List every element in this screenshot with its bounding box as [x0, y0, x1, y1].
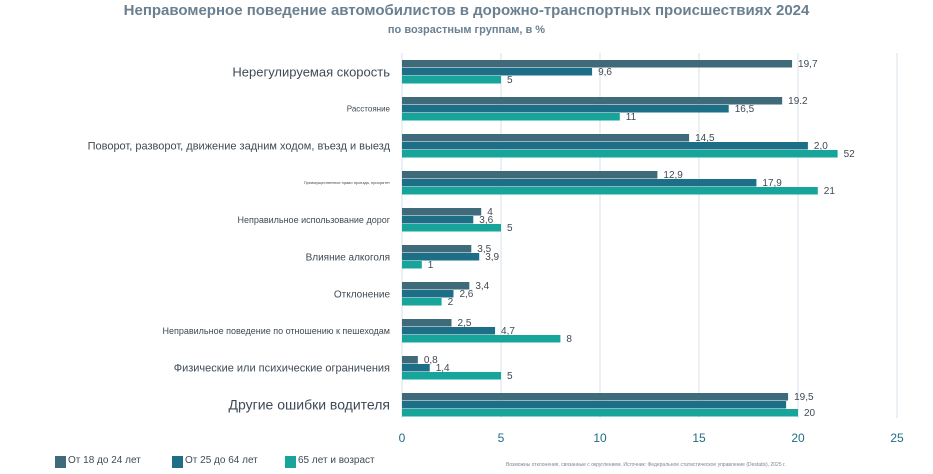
bar	[402, 142, 808, 150]
source-note: Возможны отклонения, связанные с округле…	[506, 462, 786, 468]
x-tick-label: 25	[890, 431, 904, 445]
bar	[402, 113, 620, 121]
legend-label-25-64: От 25 до 64 лет	[185, 455, 258, 466]
bar	[402, 245, 472, 253]
x-tick-label: 20	[791, 431, 805, 445]
legend-label-18-24: От 18 до 24 лет	[68, 455, 141, 466]
bar	[402, 97, 783, 105]
category-label: Неправильное использование дорог	[237, 215, 390, 225]
bar	[402, 224, 501, 232]
bar	[402, 60, 793, 68]
legend-swatch-18-24	[55, 456, 66, 468]
value-label: 12,9	[663, 170, 683, 181]
bar	[402, 68, 593, 76]
bar	[402, 356, 418, 364]
bar	[402, 327, 496, 335]
value-label: 9,6	[598, 67, 612, 78]
legend-swatch-65-plus	[285, 456, 296, 468]
chart-title: Неправомерное поведение автомобилистов в…	[123, 2, 810, 19]
category-label: Преимущественное право проезда, приорите…	[304, 180, 390, 185]
category-label: Нерегулируемая скорость	[232, 64, 390, 79]
bar	[402, 253, 480, 261]
bar	[402, 208, 482, 216]
value-label: 3,9	[485, 252, 499, 263]
category-labels: Нерегулируемая скорость Расстояние Поворот…	[88, 64, 391, 412]
bar	[402, 179, 757, 187]
bar	[402, 409, 798, 417]
value-label: 16,5	[735, 104, 755, 115]
category-label: Поворот, разворот, движение задним ходом…	[88, 141, 391, 153]
value-label: 1,4	[436, 363, 450, 374]
bar	[402, 282, 470, 290]
value-label: 5	[507, 223, 513, 234]
legend-label-65-plus: 65 лет и возраст	[298, 455, 375, 466]
x-tick-label: 0	[399, 431, 406, 445]
bars	[402, 60, 838, 417]
bar	[402, 298, 442, 306]
x-axis-ticks: 0 5 10 15 20 25	[399, 431, 904, 445]
category-label: Физические или психические ограничения	[174, 363, 390, 375]
value-label: 2,5	[458, 318, 472, 329]
bar	[402, 76, 501, 84]
bar	[402, 290, 454, 298]
category-label: Влияние алкоголя	[306, 252, 390, 263]
bar	[402, 134, 690, 142]
bar	[402, 372, 501, 380]
x-tick-label: 5	[498, 431, 505, 445]
bar	[402, 364, 430, 372]
value-labels: 19,79,6519.216,51114,52,05212,917,92143,…	[424, 59, 855, 419]
value-label: 11	[626, 112, 637, 123]
value-label: 5	[507, 75, 513, 86]
bar	[402, 319, 452, 327]
x-tick-label: 15	[692, 431, 706, 445]
value-label: 3,4	[475, 281, 489, 292]
value-label: 5	[507, 371, 513, 382]
category-label: Другие ошибки водителя	[229, 397, 390, 413]
value-label: 52	[844, 149, 856, 160]
category-label: Отклонение	[334, 289, 391, 300]
value-label: 20	[804, 408, 816, 419]
value-label: 3,6	[479, 215, 493, 226]
value-label: 2	[448, 297, 454, 308]
bar	[402, 401, 787, 409]
value-label: 2,6	[459, 289, 473, 300]
value-label: 4	[487, 207, 493, 218]
value-label: 0,8	[424, 355, 438, 366]
x-tick-label: 10	[593, 431, 607, 445]
bar	[402, 261, 422, 269]
bar	[402, 393, 789, 401]
value-label: 3,5	[477, 244, 491, 255]
bar	[402, 150, 838, 158]
value-label: 1	[428, 260, 434, 271]
value-label: 19,5	[794, 392, 814, 403]
value-label: 8	[566, 334, 572, 345]
value-label: 21	[824, 186, 836, 197]
value-label: 19.2	[788, 96, 808, 107]
value-label: 17,9	[762, 178, 782, 189]
bar	[402, 171, 658, 179]
chart-subtitle: по возрастным группам, в %	[387, 24, 546, 36]
bar	[402, 105, 729, 113]
category-label: Неправильное поведение по отношению к пе…	[162, 326, 390, 336]
category-label: Расстояние	[347, 105, 391, 114]
bar-chart: 19,79,6519.216,51114,52,05212,917,92143,…	[88, 53, 904, 445]
value-label: 19,7	[798, 59, 818, 70]
value-label: 14,5	[695, 133, 715, 144]
bar	[402, 216, 474, 224]
bar	[402, 187, 818, 195]
legend-swatch-25-64	[172, 456, 183, 468]
value-label: 2,0	[814, 141, 828, 152]
value-label: 4,7	[501, 326, 515, 337]
bar	[402, 335, 561, 343]
